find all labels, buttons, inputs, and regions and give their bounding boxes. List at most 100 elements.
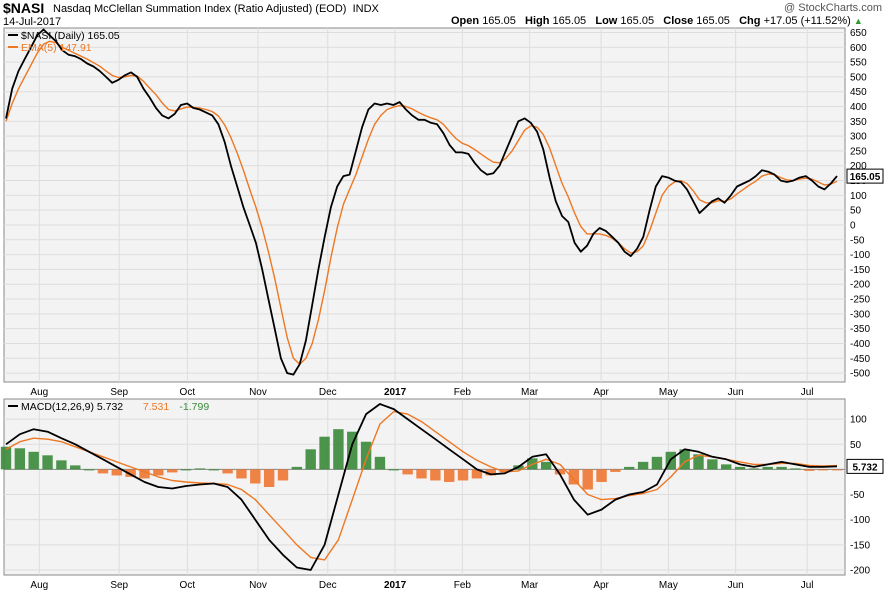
histogram-bar [748, 468, 760, 470]
x-tick-label: Nov [249, 387, 267, 398]
y-tick-label: -450 [850, 354, 870, 365]
x-tick-label: Aug [30, 580, 48, 591]
y-tick-label: 600 [850, 43, 867, 54]
legend-label: 7.531 [143, 401, 169, 413]
histogram-bar [762, 466, 773, 470]
y-tick-label: -400 [850, 339, 870, 350]
histogram-bar [790, 468, 801, 470]
macd-panel-frame [3, 398, 846, 576]
y-tick-label: 200 [850, 161, 867, 172]
x-tick-label: 2017 [384, 387, 407, 398]
last-value-label: 165.05 [850, 172, 881, 183]
histogram-bar [499, 469, 510, 473]
x-tick-label: Apr [593, 387, 609, 398]
x-tick-label: Sep [110, 580, 128, 591]
histogram-bar [402, 469, 413, 475]
histogram-bar [693, 454, 704, 470]
x-tick-label: May [659, 580, 678, 591]
histogram-bar [70, 465, 81, 470]
y-tick-label: 400 [850, 102, 867, 113]
macd-line [5, 403, 838, 571]
y-tick-label: -50 [850, 235, 865, 246]
histogram-bar [153, 469, 164, 476]
histogram-bar [804, 469, 815, 471]
x-tick-label: Feb [454, 387, 472, 398]
y-tick-label: -100 [850, 250, 870, 261]
histogram-bar [83, 469, 95, 471]
y-tick-label: 650 [850, 28, 867, 39]
y-tick-label: 450 [850, 87, 867, 98]
x-tick-label: Nov [249, 580, 267, 591]
y-tick-label: 500 [850, 72, 867, 83]
x-tick-label: Dec [319, 580, 337, 591]
chart-header: $NASI Nasdaq McClellan Summation Index (… [0, 0, 887, 28]
legend-label: EMA(5) 147.91 [21, 42, 92, 54]
y-tick-label: 50 [850, 440, 862, 451]
up-arrow-icon: ▲ [853, 16, 863, 26]
histogram-bar [139, 469, 150, 479]
histogram-bar [360, 441, 372, 470]
histogram-bar [208, 469, 219, 471]
histogram-bar [42, 455, 53, 470]
x-tick-label: Mar [521, 387, 539, 398]
histogram-bar [568, 469, 580, 485]
x-tick-label: Oct [180, 580, 196, 591]
histogram-bar [637, 461, 649, 470]
histogram-bar [721, 464, 732, 470]
y-tick-label: 100 [850, 415, 867, 426]
histogram-bar [471, 469, 483, 479]
legend-label: $NASI (Daily) 165.05 [21, 30, 120, 42]
histogram-bar [333, 429, 344, 470]
y-tick-label: 250 [850, 146, 867, 157]
price-panel-frame [3, 27, 846, 383]
y-tick-label: 100 [850, 191, 867, 202]
date-label: 14-Jul-2017 [3, 16, 62, 28]
symbol-label: $NASI [3, 0, 45, 16]
y-tick-label: -300 [850, 309, 870, 320]
histogram-bar [0, 446, 12, 470]
histogram-bar [319, 436, 330, 470]
x-tick-label: Jun [728, 387, 744, 398]
y-tick-label: 50 [850, 206, 862, 217]
ohlc-readout: Open 165.05 High 165.05 Low 165.05 Close… [451, 15, 863, 27]
histogram-bar [250, 469, 261, 484]
histogram-bar [305, 449, 316, 470]
x-tick-label: Aug [30, 387, 48, 398]
histogram-bar [56, 460, 67, 470]
x-tick-label: Mar [521, 580, 539, 591]
last-value-box [846, 168, 884, 184]
y-tick-label: -50 [850, 490, 865, 501]
histogram-bar [167, 469, 178, 473]
histogram-bar [416, 469, 427, 479]
y-tick-label: -250 [850, 295, 870, 306]
histogram-bar [831, 469, 843, 471]
histogram-bar [444, 469, 455, 482]
histogram-bar [97, 469, 109, 474]
stockcharts-brand[interactable]: @ StockCharts.com [784, 2, 882, 14]
histogram-bar [817, 469, 829, 471]
y-tick-label: -500 [850, 369, 870, 380]
x-tick-label: May [659, 387, 678, 398]
x-tick-label: Feb [454, 580, 472, 591]
last-value-box [846, 458, 884, 474]
x-tick-label: Jul [801, 580, 814, 591]
last-value-label: 5.732 [852, 462, 877, 473]
histogram-bar [624, 466, 635, 470]
histogram-bar [596, 469, 607, 482]
histogram-bar [582, 469, 593, 490]
y-tick-label: -150 [850, 265, 870, 276]
histogram-bar [430, 469, 441, 481]
y-tick-label: -200 [850, 280, 870, 291]
histogram-bar [347, 431, 358, 470]
histogram-bar [14, 448, 26, 470]
x-tick-label: Apr [593, 580, 609, 591]
histogram-bar [263, 469, 275, 487]
histogram-bar [374, 456, 386, 470]
histogram-bar [236, 469, 247, 479]
histogram-bar [707, 459, 718, 470]
histogram-bar [485, 469, 496, 476]
y-tick-label: -100 [850, 515, 870, 526]
histogram-bar [277, 469, 289, 481]
x-tick-label: Sep [110, 387, 128, 398]
